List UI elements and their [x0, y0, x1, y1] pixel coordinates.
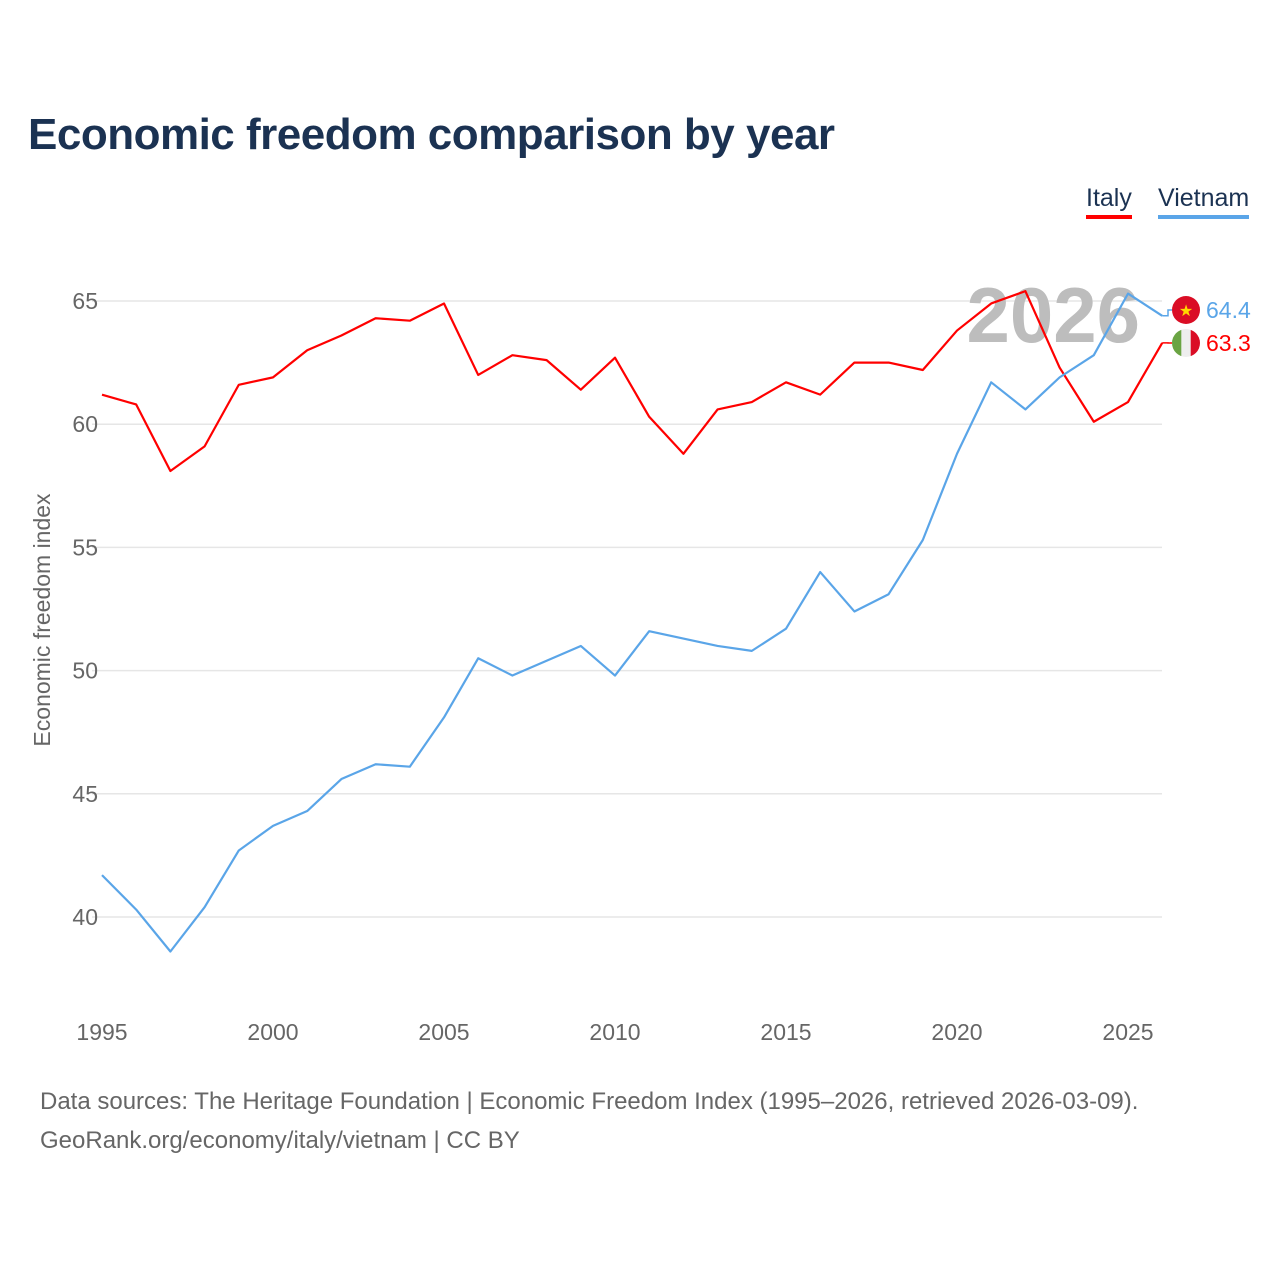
x-tick-label: 2005 — [418, 1019, 469, 1045]
end-value-label-vietnam: 64.4 — [1206, 297, 1251, 323]
series-line-italy — [101, 290, 1164, 473]
series-line-vietnam — [101, 292, 1163, 953]
year-watermark: 2026 — [966, 271, 1140, 359]
x-tick-label: 1995 — [76, 1019, 127, 1045]
x-tick-label: 2015 — [760, 1019, 811, 1045]
flag-circle — [1172, 296, 1200, 324]
flag-icon-vietnam: ★ — [1172, 296, 1200, 324]
end-value-label-italy: 63.3 — [1206, 330, 1251, 356]
flag-green — [1172, 329, 1182, 357]
flag-icon-italy — [1172, 329, 1200, 357]
label-connector — [1162, 309, 1172, 317]
flag-red — [1190, 329, 1200, 357]
y-tick-label: 40 — [72, 904, 98, 930]
flag-white — [1181, 329, 1191, 357]
x-tick-label: 2000 — [247, 1019, 298, 1045]
footer-sources: Data sources: The Heritage Foundation | … — [40, 1088, 1139, 1115]
y-tick-label: 65 — [72, 288, 98, 314]
x-tick-label: 2025 — [1102, 1019, 1153, 1045]
y-tick-label: 50 — [72, 658, 98, 684]
legend-item-italy[interactable]: Italy — [1086, 184, 1132, 219]
y-axis-label: Economic freedom index — [29, 493, 55, 747]
chart-title: Economic freedom comparison by year — [28, 110, 835, 159]
y-tick-label: 60 — [72, 411, 98, 437]
x-tick-label: 2020 — [931, 1019, 982, 1045]
x-tick-label: 2010 — [589, 1019, 640, 1045]
flag-stripes — [1172, 329, 1200, 357]
y-tick-label: 45 — [72, 781, 98, 807]
y-tick-label: 55 — [72, 534, 98, 560]
star-icon: ★ — [1179, 303, 1193, 320]
footer-link[interactable]: GeoRank.org/economy/italy/vietnam | CC B… — [40, 1127, 520, 1154]
legend-item-vietnam[interactable]: Vietnam — [1158, 184, 1250, 219]
